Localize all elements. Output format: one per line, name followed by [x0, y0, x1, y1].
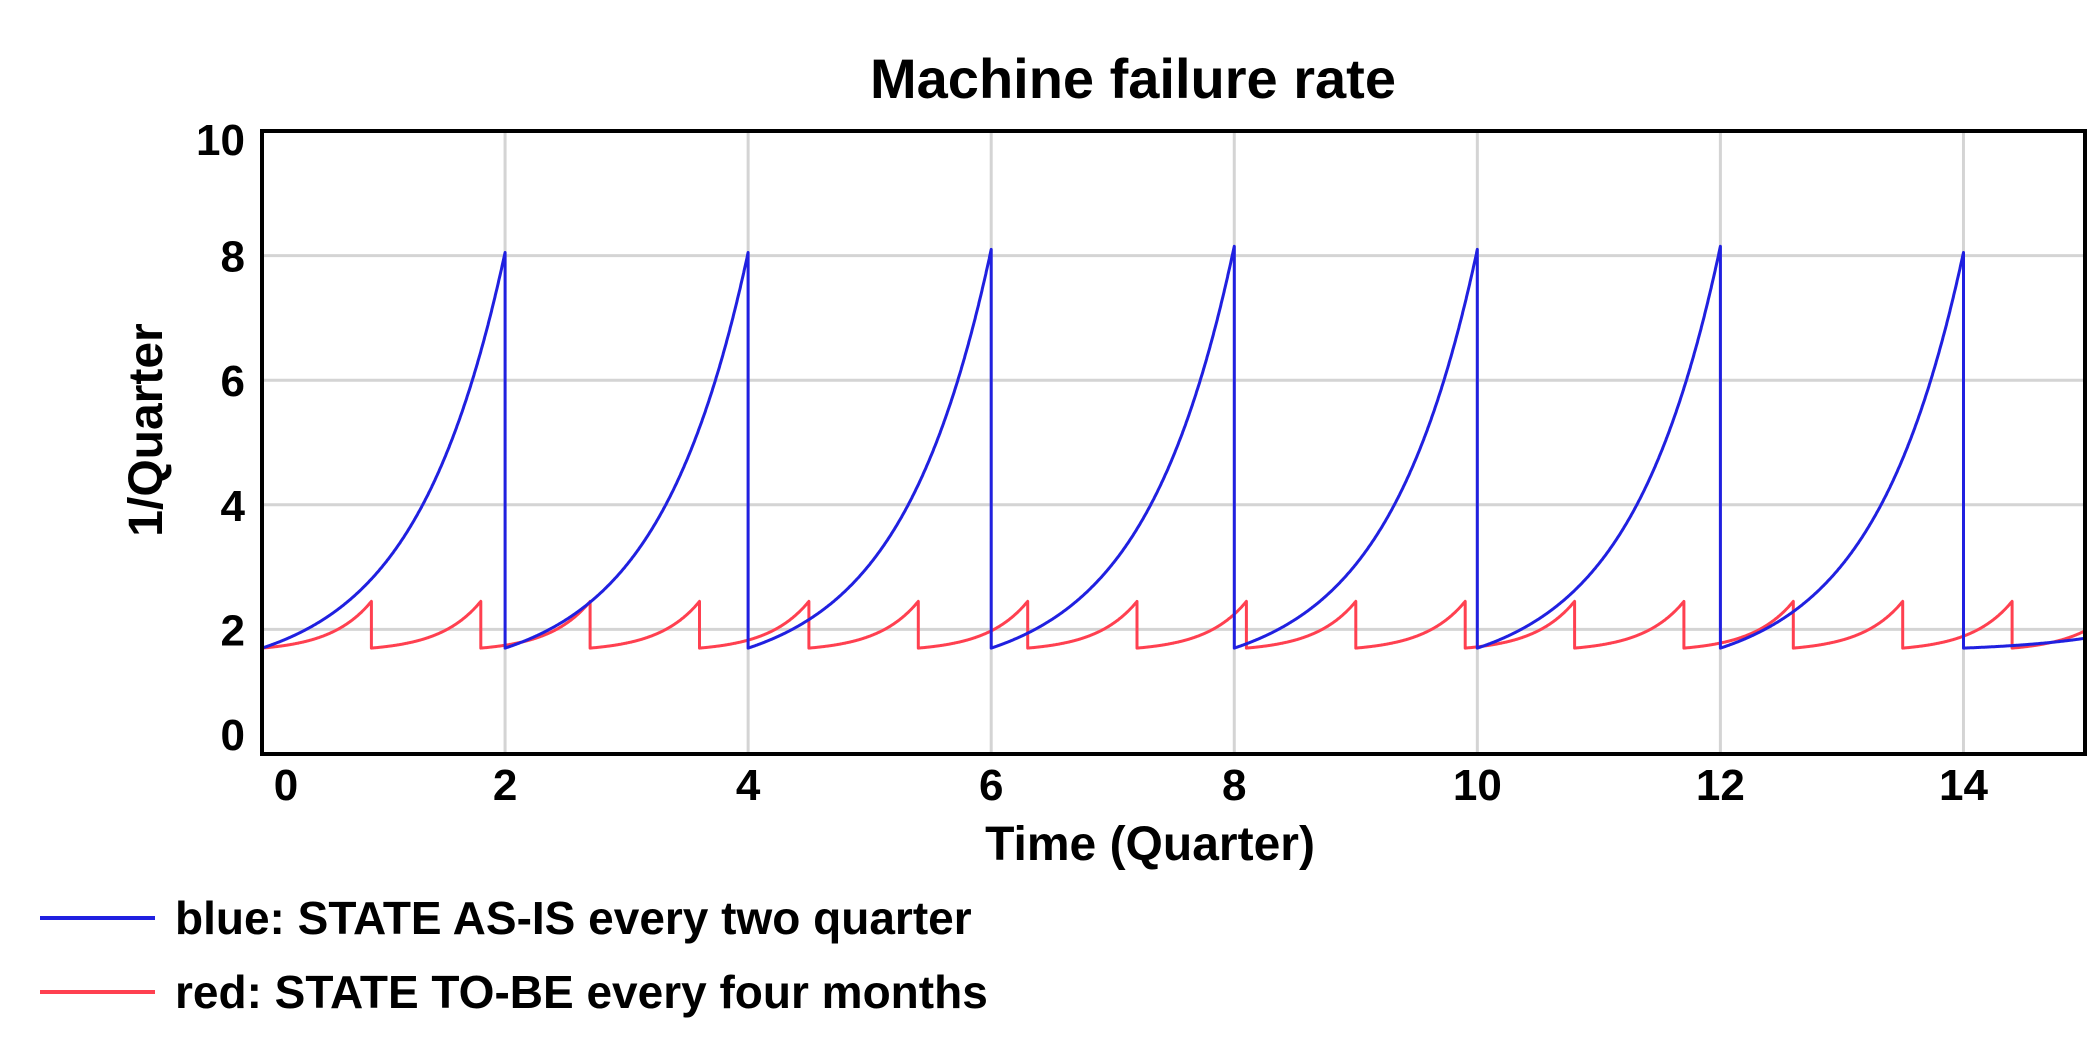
x-tick-label: 14 [1939, 761, 1988, 810]
legend-label-red: red: STATE TO-BE every four months [175, 966, 988, 1018]
x-tick-label: 2 [493, 761, 517, 810]
x-tick-label: 10 [1453, 761, 1502, 810]
y-tick-label: 4 [221, 482, 246, 531]
y-axis-label: 1/Quarter [120, 323, 173, 536]
series-line-blue [261, 244, 2086, 650]
x-axis-label: Time (Quarter) [985, 818, 1315, 871]
x-tick-label: 12 [1696, 761, 1745, 810]
chart-title: Machine failure rate [870, 47, 1396, 110]
y-tick-label: 0 [221, 711, 245, 760]
series-lines [261, 244, 2086, 650]
y-axis-ticks: 0 2 4 6 8 10 [196, 116, 245, 760]
x-tick-label: 4 [736, 761, 761, 810]
x-tick-label: 8 [1222, 761, 1246, 810]
y-tick-label: 8 [221, 233, 245, 282]
x-axis-ticks: 0 2 4 6 8 10 12 14 [274, 761, 1989, 810]
x-tick-label: 0 [274, 761, 298, 810]
grid-lines [262, 131, 2085, 754]
plot-area-frame [260, 129, 2087, 756]
y-tick-label: 6 [221, 357, 245, 406]
legend-label-blue: blue: STATE AS-IS every two quarter [175, 892, 972, 944]
y-tick-label: 10 [196, 116, 245, 165]
series-line-red [261, 599, 2086, 650]
legend: blue: STATE AS-IS every two quarter red: … [40, 892, 988, 1018]
x-tick-label: 6 [979, 761, 1003, 810]
y-tick-label: 2 [221, 606, 245, 655]
